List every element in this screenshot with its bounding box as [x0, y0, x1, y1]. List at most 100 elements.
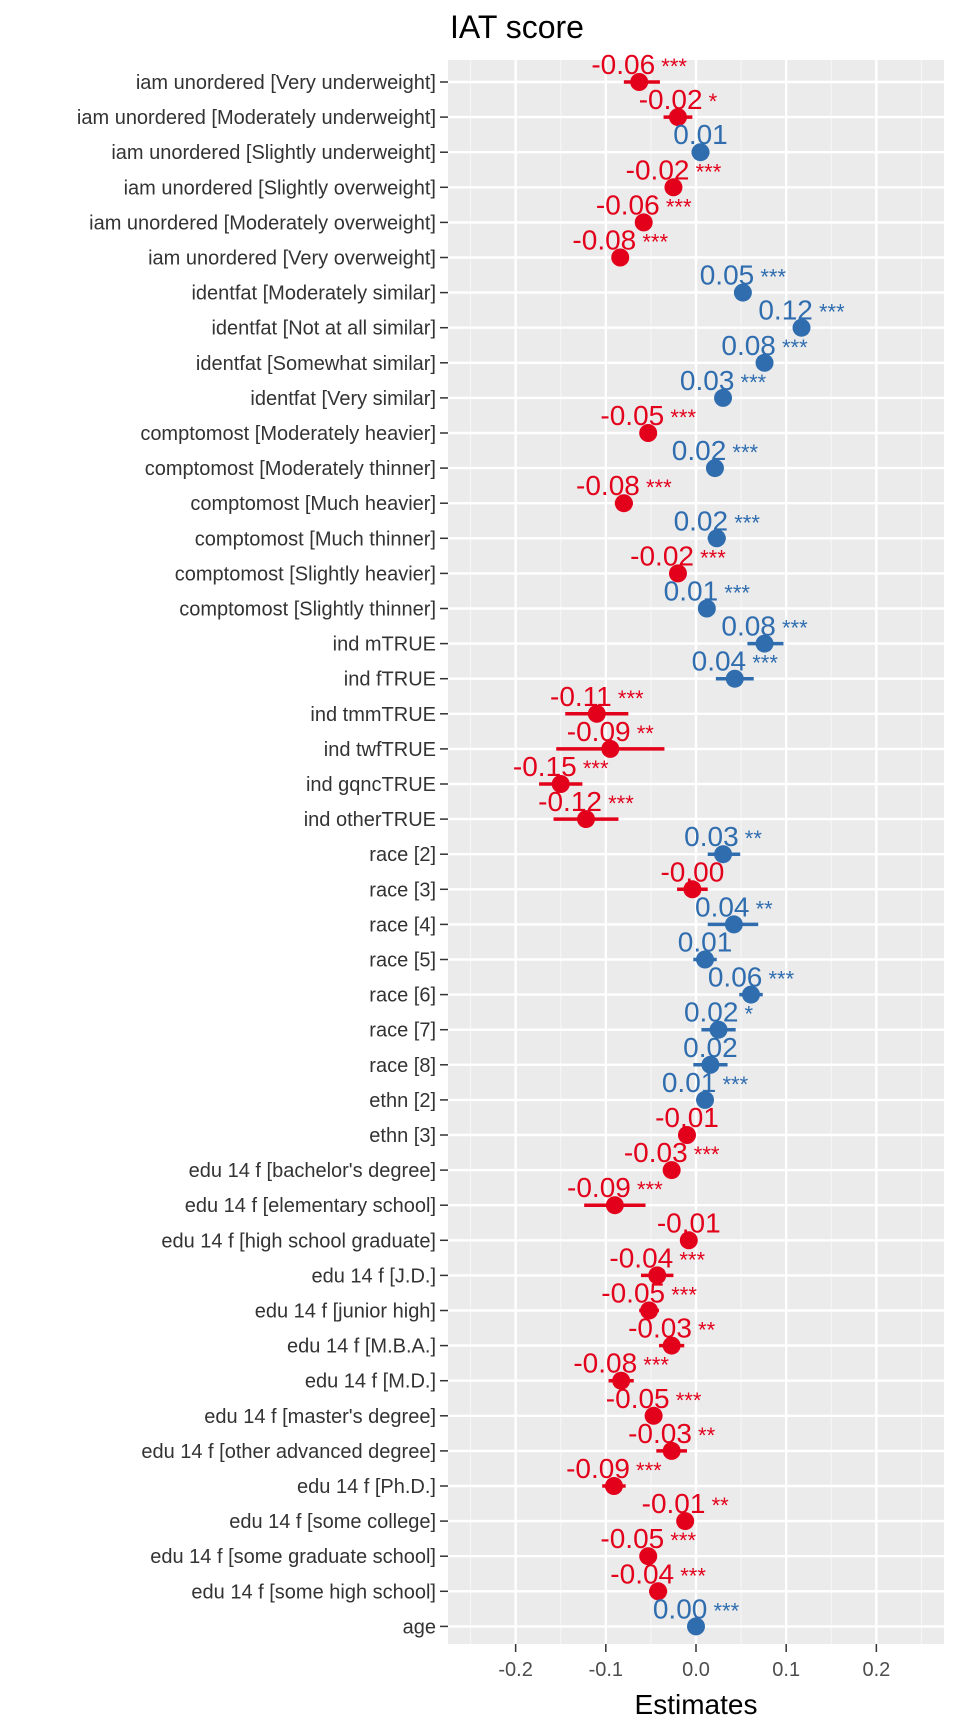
estimate-point: [644, 1406, 663, 1425]
estimate-value: 0.06: [708, 962, 763, 993]
y-tick-label: iam unordered [Very overweight]: [148, 248, 436, 270]
estimate-value: 0.05: [700, 260, 755, 291]
estimate-value: -0.03: [628, 1313, 692, 1344]
estimate-label: 0.01 ***: [664, 576, 751, 607]
significance-stars: ***: [664, 1528, 696, 1553]
estimate-label: -0.01 **: [642, 1488, 730, 1519]
estimate-label: -0.00: [660, 856, 724, 887]
estimate-value: -0.05: [601, 1278, 665, 1309]
estimate-point: [687, 1617, 705, 1636]
estimate-point: [676, 1512, 695, 1531]
significance-stars: ***: [674, 1563, 706, 1588]
significance-stars: ***: [746, 651, 778, 676]
estimate-value: 0.01: [664, 576, 719, 607]
significance-stars: ***: [694, 545, 726, 570]
estimate-label: 0.01: [678, 927, 733, 958]
estimate-value: 0.04: [695, 891, 750, 922]
estimate-point: [705, 459, 724, 478]
significance-stars: ***: [640, 475, 672, 500]
y-tick-label: edu 14 f [M.B.A.]: [287, 1336, 436, 1358]
significance-stars: ***: [670, 1388, 702, 1413]
y-tick-label: identfat [Moderately similar]: [191, 283, 436, 305]
estimate-label: -0.08 ***: [576, 470, 672, 501]
estimate-label: -0.05 ***: [606, 1383, 702, 1414]
significance-stars: ***: [689, 159, 721, 184]
estimate-point: [614, 494, 633, 513]
estimate-point: [634, 213, 653, 232]
estimate-point: [605, 1196, 624, 1215]
estimate-value: 0.03: [680, 365, 735, 396]
estimate-label: -0.02 *: [639, 84, 718, 115]
estimate-value: 0.02: [684, 997, 739, 1028]
estimate-value: -0.06: [596, 189, 660, 220]
estimate-label: -0.03 **: [628, 1418, 716, 1449]
estimate-point: [630, 73, 649, 91]
y-tick-label: race [7]: [369, 1020, 436, 1042]
estimate-value: -0.04: [610, 1558, 674, 1589]
estimate-label: 0.03 ***: [680, 365, 767, 396]
significance-stars: ***: [660, 194, 692, 219]
estimate-point: [714, 845, 733, 864]
x-axis-title: Estimates: [635, 1689, 758, 1720]
grid-lines: [448, 60, 944, 1644]
estimate-label: 0.08 ***: [721, 330, 808, 361]
estimate-value: 0.01: [673, 119, 728, 150]
y-tick-label: comptomost [Slightly thinner]: [179, 599, 436, 621]
estimate-label: -0.06 ***: [596, 189, 692, 220]
estimate-point: [691, 143, 710, 162]
estimate-label: -0.03 ***: [624, 1137, 720, 1168]
significance-stars: *: [703, 89, 718, 114]
estimate-point: [611, 248, 630, 267]
estimate-labels: -0.06 ***-0.02 *0.01-0.02 ***-0.06 ***-0…: [513, 49, 845, 1624]
estimate-value: -0.00: [660, 856, 724, 887]
y-tick-label: edu 14 f [other advanced degree]: [141, 1441, 436, 1463]
y-tick-label: edu 14 f [Ph.D.]: [297, 1476, 436, 1498]
y-tick-label: iam unordered [Very underweight]: [136, 72, 436, 94]
estimate-value: -0.01: [655, 1102, 719, 1133]
significance-stars: ***: [813, 300, 845, 325]
estimate-value: -0.15: [513, 751, 577, 782]
estimate-value: 0.01: [678, 927, 733, 958]
estimate-point: [601, 739, 620, 758]
estimate-value: 0.08: [721, 611, 776, 642]
significance-stars: **: [692, 1318, 716, 1343]
estimate-value: -0.09: [566, 1453, 630, 1484]
significance-stars: ***: [655, 54, 687, 79]
estimate-label: -0.12 ***: [538, 786, 634, 817]
estimate-value: -0.09: [567, 1172, 631, 1203]
estimate-point: [551, 775, 570, 793]
y-tick-label: iam unordered [Moderately underweight]: [77, 107, 436, 129]
estimate-points: [551, 73, 811, 1636]
y-tick-label: edu 14 f [some college]: [229, 1511, 436, 1533]
y-tick-label: iam unordered [Slightly underweight]: [111, 142, 436, 164]
y-tick-label: comptomost [Moderately heavier]: [140, 423, 436, 445]
x-tick-label: 0.1: [772, 1659, 800, 1681]
estimate-point: [701, 1055, 720, 1074]
estimate-point: [639, 1547, 658, 1566]
significance-stars: ***: [707, 1598, 739, 1623]
significance-stars: **: [705, 1493, 729, 1518]
y-tick-label: ind fTRUE: [344, 669, 436, 691]
estimate-label: -0.08 ***: [573, 1348, 669, 1379]
y-tick-label: race [8]: [369, 1055, 436, 1077]
y-tick-label: iam unordered [Moderately overweight]: [89, 212, 436, 234]
estimate-point: [648, 1266, 667, 1285]
y-tick-label: edu 14 f [M.D.]: [305, 1371, 436, 1393]
significance-stars: ***: [734, 370, 766, 395]
estimate-point: [604, 1477, 623, 1495]
estimate-label: -0.02 ***: [630, 540, 726, 571]
significance-stars: ***: [776, 616, 808, 641]
estimate-label: -0.09 ***: [567, 1172, 663, 1203]
chart-title: IAT score: [450, 9, 584, 45]
estimate-label: -0.09 **: [567, 716, 655, 747]
y-tick-label: race [5]: [369, 950, 436, 972]
estimate-value: -0.02: [630, 540, 694, 571]
estimate-point: [640, 1301, 659, 1320]
estimate-value: 0.12: [758, 295, 813, 326]
y-tick-label: iam unordered [Slightly overweight]: [124, 177, 436, 199]
y-tick-label: identfat [Not at all similar]: [211, 318, 436, 340]
estimate-point: [709, 1020, 728, 1039]
y-tick-label: edu 14 f [bachelor's degree]: [189, 1160, 436, 1182]
estimate-label: 0.04 **: [695, 891, 773, 922]
y-tick-label: edu 14 f [some graduate school]: [150, 1546, 436, 1568]
